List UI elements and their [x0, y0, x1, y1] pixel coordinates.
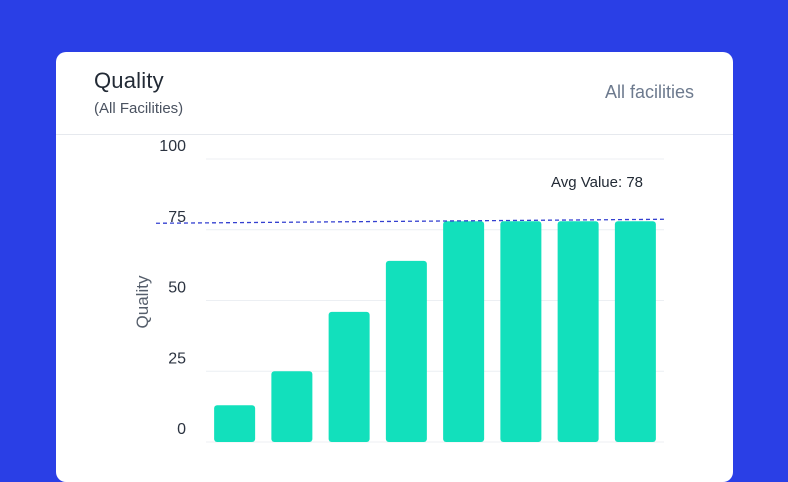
bar: [500, 221, 542, 442]
y-tick-label: 50: [168, 280, 186, 297]
y-axis-title: Quality: [133, 275, 152, 328]
bar: [214, 405, 256, 442]
card-title: Quality: [94, 68, 164, 93]
y-tick-label: 100: [159, 138, 186, 155]
y-tick-label: 25: [168, 350, 186, 367]
average-label: Avg Value: 78: [551, 174, 643, 191]
bar: [557, 221, 599, 442]
y-tick-label: 75: [168, 209, 186, 226]
bar: [614, 221, 656, 442]
bar: [443, 221, 485, 442]
y-tick-label: 0: [177, 421, 186, 438]
average-line: [155, 218, 667, 224]
quality-bar-chart: 0 25 50 75 100 Avg Value: 78 Quality: [133, 138, 667, 443]
card-header: Quality (All Facilities) All facilities: [56, 52, 733, 135]
card-subtitle: (All Facilities): [94, 100, 184, 117]
facility-filter[interactable]: All facilities: [604, 82, 694, 102]
y-axis-ticks: 0 25 50 75 100: [159, 138, 186, 438]
bars: [214, 221, 656, 442]
bar: [385, 260, 427, 442]
average-reference: Avg Value: 78: [155, 174, 667, 224]
bar: [328, 311, 370, 442]
quality-card: Quality (All Facilities) All facilities …: [56, 52, 733, 482]
bar: [271, 371, 313, 442]
